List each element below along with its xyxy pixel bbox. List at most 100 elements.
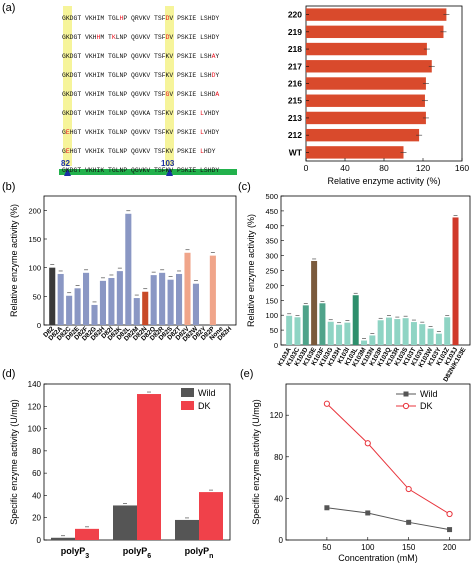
alignment-segment: L bbox=[200, 129, 204, 136]
chart-a-xtick-label: 80 bbox=[379, 163, 389, 173]
chart-a-category-label: 212 bbox=[288, 130, 302, 140]
chart-b-ytick-label: 50 bbox=[33, 292, 41, 301]
chart-c-ytick-label: 0 bbox=[274, 341, 278, 350]
chart-b-bar bbox=[150, 275, 157, 325]
chart-c-bar bbox=[336, 324, 343, 345]
chart-a-category-label: 220 bbox=[288, 10, 302, 20]
chart-e-legend-label: Wild bbox=[420, 389, 438, 399]
chart-e-point bbox=[365, 510, 371, 516]
chart-a-xtick-label: 120 bbox=[416, 163, 430, 173]
chart-e-ytick-label: 120 bbox=[270, 411, 284, 420]
chart-c-bar bbox=[344, 322, 351, 345]
alignment-row-8: GEHGT VKHIK TGLNP QGVKV TSFKV PSKIE LHDY bbox=[62, 148, 216, 155]
alignment-row-6: GKDGT VKHIM TGLNP QGVKA TSFKV PSKIE LVHD… bbox=[62, 110, 219, 117]
chart-d-ytick-label: 140 bbox=[28, 380, 42, 389]
chart-d-category-sub: n bbox=[209, 553, 213, 560]
chart-a-category-label: 219 bbox=[288, 27, 302, 37]
chart-e-point bbox=[446, 510, 453, 518]
chart-c-bar bbox=[286, 315, 293, 345]
chart-d-ytick-label: 40 bbox=[32, 491, 41, 500]
chart-c-ytick-label: 350 bbox=[265, 237, 278, 246]
chart-e-point bbox=[406, 519, 412, 525]
alignment-segment: HDY bbox=[204, 148, 216, 155]
chart-e-point bbox=[324, 505, 330, 511]
chart-a-bar bbox=[306, 60, 432, 73]
chart-d-category-text: polyP bbox=[123, 546, 148, 556]
chart-c-ytick-label: 100 bbox=[265, 311, 278, 320]
chart-d-category-label: polyP3 bbox=[61, 546, 90, 560]
chart-e-xtick-label: 200 bbox=[443, 543, 457, 552]
chart-c-k103-variants: 050100150200250300350400450500K103AK103C… bbox=[246, 192, 471, 383]
chart-b-ytick-label: 200 bbox=[28, 206, 41, 215]
chart-c-bar bbox=[294, 317, 301, 345]
chart-c-bar bbox=[352, 295, 359, 345]
alignment-segment: HGT VKHIK TGLNP QGVKV TSFKV PSKIE bbox=[70, 129, 200, 136]
alignment-row-3: GKDGT VKHIM TGLNP QGVKV TSFKV PSKIE LSHA… bbox=[62, 53, 219, 60]
marker-82-triangle bbox=[64, 168, 71, 176]
chart-a-bar bbox=[306, 77, 426, 90]
sequence-alignment: 82 103 GKDGT VKHIM TGLHP QRVKV TSFDV PSK… bbox=[59, 6, 237, 176]
chart-e-xtick-label: 50 bbox=[322, 543, 331, 552]
alignment-segment: V PSKIE LSHDY bbox=[169, 15, 219, 22]
chart-c-bar bbox=[452, 217, 459, 345]
chart-c-ylabel: Relative enzyme activity (%) bbox=[246, 214, 256, 327]
panel-label-d: (d) bbox=[2, 368, 15, 380]
chart-c-bar bbox=[327, 321, 334, 345]
chart-c-bar bbox=[435, 333, 442, 345]
chart-c-ytick-label: 250 bbox=[265, 267, 278, 276]
alignment-segment: G bbox=[62, 148, 66, 155]
chart-b-frame bbox=[43, 195, 237, 326]
alignment-segment: M T bbox=[100, 34, 112, 41]
alignment-row-9: GKDGT VKHIK TGLNP QGVKV TSFKV PSKIE LSHD… bbox=[62, 167, 219, 174]
chart-e-xlabel: Concentration (mM) bbox=[338, 553, 418, 563]
chart-d-bar bbox=[51, 537, 75, 540]
chart-c-ytick-label: 50 bbox=[270, 326, 278, 335]
chart-b-bar bbox=[108, 277, 115, 325]
alignment-row-4: GKDGT VKHIM TGLNP QGVKV TSFKV PSKIE LSHD… bbox=[62, 72, 219, 79]
chart-b-ytick-label: 150 bbox=[28, 235, 41, 244]
chart-b-bar bbox=[66, 295, 73, 325]
chart-e-point bbox=[405, 485, 412, 493]
chart-c-bar bbox=[377, 320, 384, 345]
chart-b-bar bbox=[99, 280, 106, 325]
alignment-segment: VHDY bbox=[204, 110, 220, 117]
chart-e-xtick-label: 150 bbox=[402, 543, 416, 552]
chart-e-series-line bbox=[326, 403, 450, 515]
chart-c-bar bbox=[402, 318, 409, 345]
chart-a-xtick-label: 160 bbox=[455, 163, 469, 173]
alignment-segment: GKDGT VKHIM TGLNP QGVKA TSFKV PSKIE bbox=[62, 110, 200, 117]
chart-c-bar bbox=[361, 340, 368, 345]
chart-e-point bbox=[364, 440, 371, 447]
alignment-segment: Y bbox=[215, 53, 219, 60]
chart-e-point bbox=[447, 527, 453, 533]
chart-b-ytick-label: 100 bbox=[28, 264, 41, 273]
chart-b-bar bbox=[176, 273, 183, 325]
alignment-segment: LNP QGVKV TSF bbox=[116, 34, 166, 41]
chart-e-ytick-label: 0 bbox=[279, 536, 284, 545]
chart-a-category-label: 216 bbox=[288, 79, 302, 89]
chart-a-category-label: 213 bbox=[288, 113, 302, 123]
alignment-segment: GKDGT VKHIM TGL bbox=[62, 15, 120, 22]
chart-b-bar bbox=[57, 273, 64, 325]
chart-d-category-label: polyP6 bbox=[123, 546, 152, 560]
chart-b-bar bbox=[49, 267, 56, 325]
chart-c-bar bbox=[444, 317, 451, 345]
alignment-segment: V PSKIE LSHDY bbox=[169, 34, 219, 41]
chart-d-bar bbox=[199, 492, 223, 540]
chart-c-bar bbox=[427, 328, 434, 345]
chart-a-bar bbox=[306, 111, 426, 125]
chart-b-bar bbox=[83, 272, 90, 325]
chart-c-bar bbox=[369, 335, 376, 345]
chart-b-bar bbox=[91, 304, 98, 325]
alignment-row-2: GKDGT VKHHM TKLNP QGVKV TSFDV PSKIE LSHD… bbox=[62, 34, 219, 41]
chart-d-bar bbox=[137, 394, 161, 540]
chart-e-concentration: 0 40 80 120 50 100 150 200 Wild DK Concentration (… bbox=[251, 383, 471, 563]
chart-c-bar bbox=[394, 319, 401, 345]
alignment-segment: H bbox=[97, 34, 101, 41]
alignment-row-7: GEHGT VKHIK TGLNP QGVKV TSFKV PSKIE LVHD… bbox=[62, 129, 219, 136]
highlight-col-103 bbox=[165, 6, 174, 166]
chart-d-legend-label: Wild bbox=[198, 388, 216, 398]
panel-label-a: (a) bbox=[2, 2, 15, 14]
chart-b-bar bbox=[142, 291, 149, 325]
